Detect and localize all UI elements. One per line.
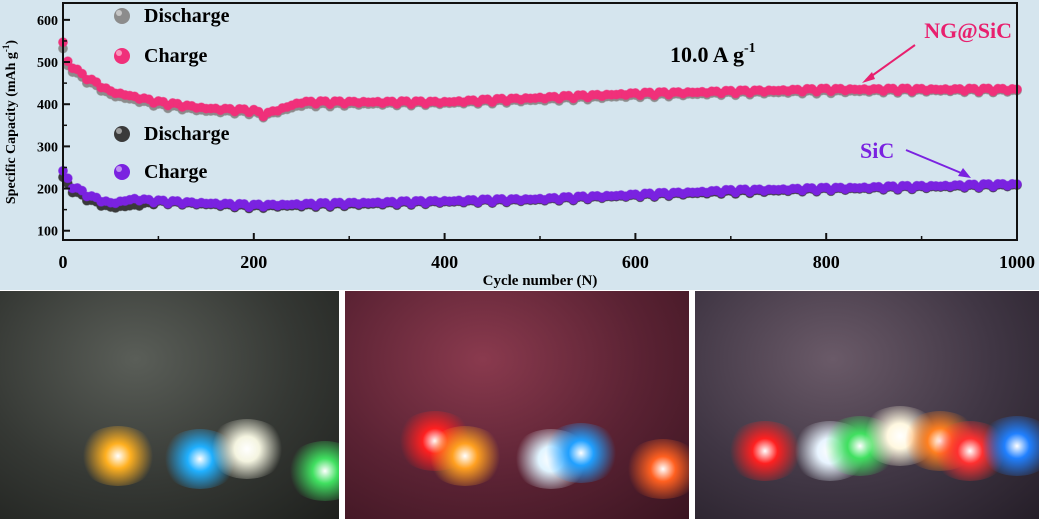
- led-glow: [285, 441, 339, 501]
- legend-marker: [114, 8, 130, 24]
- legend-label: Charge: [144, 161, 207, 183]
- legend-marker: [114, 126, 130, 142]
- ng-sic-arrow: [865, 44, 916, 81]
- y-axis-label: Specific Capacity (mAh g-1): [1, 40, 19, 205]
- x-axis-label: Cycle number (N): [483, 273, 598, 289]
- ng-sic-arrowhead: [862, 72, 875, 83]
- series-sic-charge: [58, 165, 1022, 213]
- led-glow: [977, 416, 1039, 476]
- legend-marker: [114, 164, 130, 180]
- led-glow: [78, 426, 158, 486]
- x-tick-label: 800: [813, 252, 840, 272]
- y-tick-label: 100: [37, 225, 58, 240]
- led-photo-3: [695, 291, 1039, 519]
- legend-label: Discharge: [144, 123, 230, 145]
- y-tick-label: 600: [37, 14, 58, 29]
- x-tick-label: 1000: [999, 252, 1035, 272]
- x-tick-label: 200: [240, 252, 267, 272]
- ng-sic-label: NG@SiC: [924, 18, 1012, 43]
- led-photo-1: [0, 291, 339, 519]
- led-glow: [623, 439, 689, 499]
- y-tick-label: 500: [37, 56, 58, 71]
- led-glow: [541, 423, 621, 483]
- legend-marker: [114, 48, 130, 64]
- y-tick-label: 300: [37, 140, 58, 155]
- legend-marker-highlight: [116, 166, 122, 172]
- rate-annotation: 10.0 A g-1: [670, 41, 756, 67]
- legend-marker-highlight: [116, 50, 122, 56]
- data-point: [62, 173, 73, 184]
- legend-label: Charge: [144, 45, 207, 67]
- series-ng-sic-charge: [58, 37, 1022, 122]
- led-glow: [425, 426, 505, 486]
- sic-arrowhead: [958, 168, 971, 178]
- y-tick-label: 400: [37, 98, 58, 113]
- x-tick-label: 600: [622, 252, 649, 272]
- x-tick-label: 0: [59, 252, 68, 272]
- legend-marker-highlight: [116, 10, 122, 16]
- led-glow: [207, 419, 287, 479]
- cycling-chart: 0 200 400 600 800 1000 100 200 300 400 500 600 Cycl…: [0, 0, 1039, 290]
- x-tick-label: 400: [431, 252, 458, 272]
- sic-label: SiC: [860, 138, 894, 163]
- y-tick-label: 200: [37, 183, 58, 198]
- legend-label: Discharge: [144, 5, 230, 27]
- legend-marker-highlight: [116, 128, 122, 134]
- sic-arrow: [905, 149, 967, 176]
- led-photo-2: [345, 291, 689, 519]
- chart-svg: 0 200 400 600 800 1000 100 200 300 400 500 600 Cycl…: [1, 2, 1035, 289]
